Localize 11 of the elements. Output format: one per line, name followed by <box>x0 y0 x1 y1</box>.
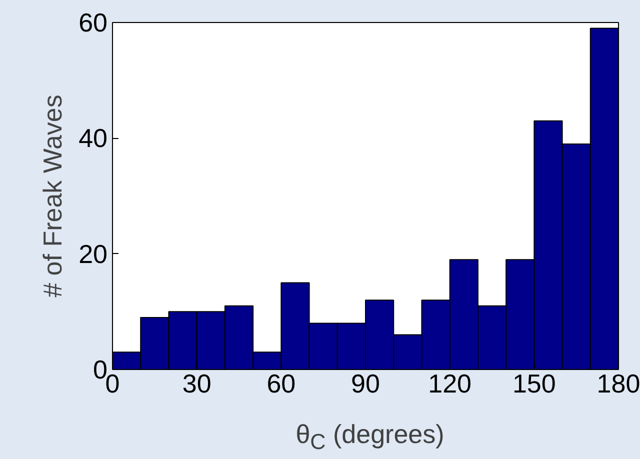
x-tick-label: 30 <box>182 368 212 398</box>
y-tick-label: 20 <box>78 238 108 269</box>
x-tick-label: 150 <box>512 368 556 398</box>
y-tick-label: 40 <box>78 123 108 154</box>
y-tick-label: 60 <box>78 8 108 38</box>
x-tick-label: 90 <box>351 368 380 398</box>
y-axis-title: # of Freak Waves <box>38 94 68 298</box>
x-tick-label: 60 <box>266 368 296 398</box>
x-tick-label: 180 <box>596 368 640 398</box>
x-tick-label: 120 <box>428 368 472 398</box>
x-axis-title: θ$_{C}$ (degrees) <box>296 419 444 456</box>
